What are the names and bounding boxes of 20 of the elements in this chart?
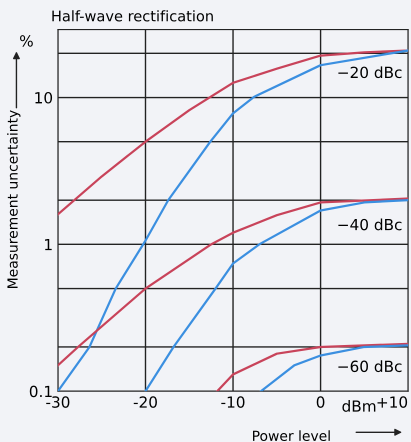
- x-tick-label: -30: [46, 396, 70, 408]
- line-series: [144, 199, 408, 392]
- text: dBm: [342, 400, 376, 412]
- y-tick-label: 0.1: [30, 386, 52, 398]
- x-axis-title: Power level: [253, 430, 330, 442]
- text: %: [20, 35, 33, 47]
- line-series: [260, 344, 408, 392]
- y-axis-title: Measurement uncertainty: [7, 110, 20, 288]
- annotation: −40 dBc: [338, 218, 402, 230]
- y-tick-label: 10: [35, 92, 52, 104]
- annotation: −20 dBc: [338, 66, 402, 78]
- line-series: [216, 342, 408, 392]
- y-tick-label: 1: [45, 239, 52, 250]
- chart-title: Half-wave rectification: [52, 10, 213, 22]
- x-tick-label: +10: [378, 396, 408, 408]
- line-series: [58, 49, 408, 216]
- annotation: −60 dBc: [338, 360, 402, 372]
- x-tick-label: -20: [134, 396, 157, 408]
- x-tick-label: 0: [316, 396, 324, 408]
- x-tick-label: -10: [221, 396, 244, 408]
